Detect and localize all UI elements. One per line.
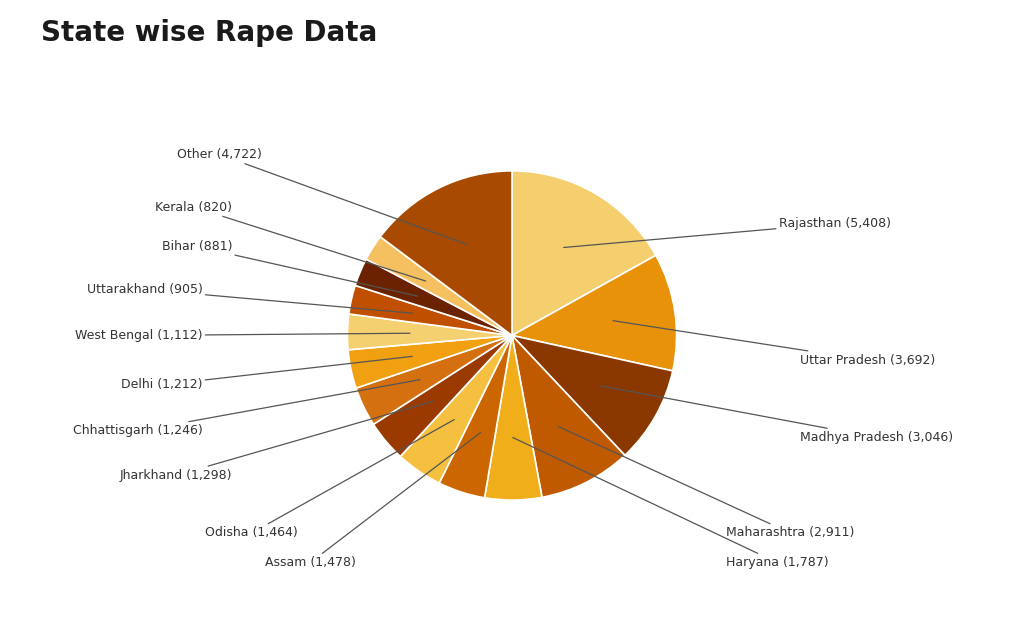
Wedge shape xyxy=(400,335,512,483)
Wedge shape xyxy=(356,335,512,424)
Wedge shape xyxy=(355,259,512,335)
Text: Uttarakhand (905): Uttarakhand (905) xyxy=(87,283,413,313)
Text: Delhi (1,212): Delhi (1,212) xyxy=(121,357,412,391)
Text: Bihar (881): Bihar (881) xyxy=(162,240,418,296)
Wedge shape xyxy=(512,171,655,335)
Wedge shape xyxy=(512,335,673,456)
Wedge shape xyxy=(512,256,677,371)
Text: Other (4,722): Other (4,722) xyxy=(177,148,466,244)
Text: Maharashtra (2,911): Maharashtra (2,911) xyxy=(558,426,854,539)
Text: Rajasthan (5,408): Rajasthan (5,408) xyxy=(563,217,891,247)
Wedge shape xyxy=(512,335,625,497)
Text: Jharkhand (1,298): Jharkhand (1,298) xyxy=(120,401,434,482)
Wedge shape xyxy=(349,286,512,335)
Text: Assam (1,478): Assam (1,478) xyxy=(265,433,480,569)
Wedge shape xyxy=(484,335,542,500)
Text: Odisha (1,464): Odisha (1,464) xyxy=(205,420,455,539)
Text: Kerala (820): Kerala (820) xyxy=(156,201,426,281)
Text: West Bengal (1,112): West Bengal (1,112) xyxy=(75,329,410,342)
Text: Uttar Pradesh (3,692): Uttar Pradesh (3,692) xyxy=(613,321,935,367)
Wedge shape xyxy=(348,335,512,388)
Wedge shape xyxy=(380,171,512,335)
Text: State wise Rape Data: State wise Rape Data xyxy=(41,19,377,47)
Text: Chhattisgarh (1,246): Chhattisgarh (1,246) xyxy=(73,380,420,438)
Wedge shape xyxy=(347,314,512,350)
Text: Haryana (1,787): Haryana (1,787) xyxy=(513,438,828,569)
Wedge shape xyxy=(374,335,512,456)
Wedge shape xyxy=(439,335,512,498)
Wedge shape xyxy=(367,237,512,335)
Text: Madhya Pradesh (3,046): Madhya Pradesh (3,046) xyxy=(601,386,953,444)
